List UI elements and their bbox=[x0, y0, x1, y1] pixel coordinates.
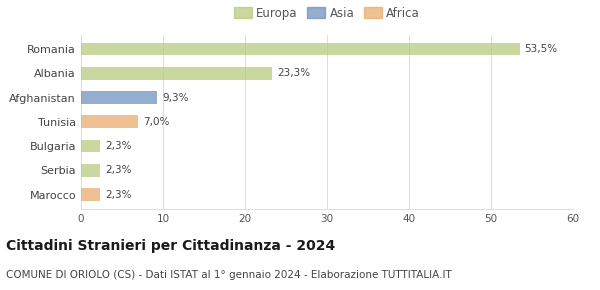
Text: 2,3%: 2,3% bbox=[105, 141, 131, 151]
Text: 53,5%: 53,5% bbox=[524, 44, 558, 54]
Legend: Europa, Asia, Africa: Europa, Asia, Africa bbox=[232, 4, 422, 22]
Text: COMUNE DI ORIOLO (CS) - Dati ISTAT al 1° gennaio 2024 - Elaborazione TUTTITALIA.: COMUNE DI ORIOLO (CS) - Dati ISTAT al 1°… bbox=[6, 270, 452, 280]
Bar bbox=[81, 140, 100, 152]
Text: 9,3%: 9,3% bbox=[162, 93, 188, 103]
Text: Cittadini Stranieri per Cittadinanza - 2024: Cittadini Stranieri per Cittadinanza - 2… bbox=[6, 239, 335, 253]
Text: 2,3%: 2,3% bbox=[105, 190, 131, 200]
Bar bbox=[81, 115, 139, 128]
Text: 2,3%: 2,3% bbox=[105, 165, 131, 175]
Bar bbox=[81, 188, 100, 201]
Bar bbox=[81, 43, 520, 55]
Bar bbox=[81, 91, 157, 104]
Bar bbox=[81, 67, 272, 79]
Text: 23,3%: 23,3% bbox=[277, 68, 310, 78]
Bar bbox=[81, 164, 100, 177]
Text: 7,0%: 7,0% bbox=[143, 117, 170, 127]
